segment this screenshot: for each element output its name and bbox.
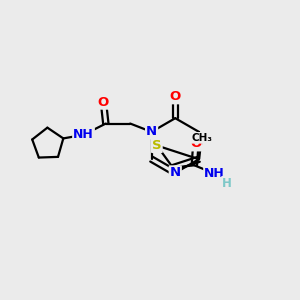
Text: N: N: [170, 167, 181, 179]
Text: S: S: [152, 139, 162, 152]
Text: CH₃: CH₃: [191, 133, 212, 143]
Text: NH: NH: [73, 128, 94, 141]
Text: NH: NH: [204, 167, 225, 179]
Text: O: O: [169, 90, 181, 103]
Text: O: O: [98, 96, 109, 109]
Text: N: N: [146, 125, 157, 138]
Text: H: H: [222, 177, 232, 190]
Text: O: O: [190, 137, 201, 150]
